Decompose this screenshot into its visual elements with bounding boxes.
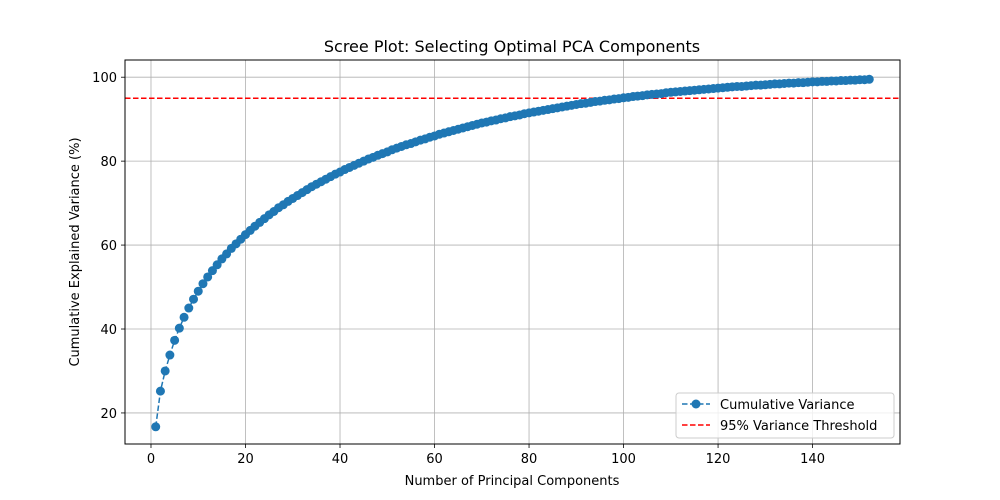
data-point — [160, 366, 170, 376]
data-point — [174, 323, 184, 333]
data-point — [184, 303, 194, 313]
series-line — [154, 78, 870, 427]
legend: Cumulative Variance 95% Variance Thresho… — [675, 392, 895, 439]
x-tick-label: 80 — [521, 452, 538, 467]
y-tick-label: 20 — [100, 407, 117, 422]
y-axis: 20 40 60 80 100 — [92, 71, 125, 422]
y-tick-label: 40 — [100, 323, 117, 338]
data-point — [189, 294, 199, 304]
y-tick-label: 100 — [92, 71, 117, 86]
y-tick-label: 80 — [100, 155, 117, 170]
x-tick-label: 60 — [426, 452, 443, 467]
x-tick-label: 120 — [706, 452, 731, 467]
data-point — [864, 74, 874, 84]
data-point — [179, 312, 189, 322]
x-tick-label: 0 — [147, 452, 155, 467]
x-tick-label: 40 — [332, 452, 349, 467]
legend-box — [675, 392, 895, 439]
data-point — [155, 386, 165, 396]
x-axis: 0 20 40 60 80 100 120 140 — [147, 444, 825, 467]
x-axis-label: Number of Principal Components — [405, 474, 620, 489]
y-axis-label: Cumulative Explained Variance (%) — [68, 137, 83, 366]
data-point — [203, 272, 213, 282]
x-tick-label: 20 — [237, 452, 254, 467]
data-point — [170, 335, 180, 345]
y-tick-label: 60 — [100, 239, 117, 254]
data-point — [198, 279, 208, 289]
data-point — [193, 286, 203, 296]
plot-frame — [124, 59, 901, 445]
x-tick-label: 140 — [800, 452, 825, 467]
x-tick-label: 100 — [611, 452, 636, 467]
chart-title: Scree Plot: Selecting Optimal PCA Compon… — [324, 37, 700, 56]
grid — [125, 60, 900, 444]
legend-label-threshold: 95% Variance Threshold — [720, 419, 877, 434]
data-point — [151, 422, 161, 432]
series-group — [151, 74, 874, 432]
legend-swatch-cumulative-marker — [691, 399, 701, 409]
legend-label-cumulative: Cumulative Variance — [720, 398, 855, 413]
data-point — [165, 350, 175, 360]
